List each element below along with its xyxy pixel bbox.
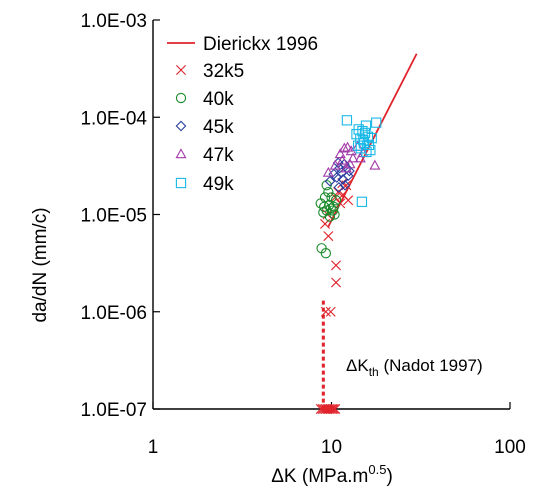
x-axis: 1 10 100 — [148, 402, 526, 458]
data-point — [361, 146, 372, 158]
data-point — [338, 142, 350, 153]
data-point — [325, 306, 336, 317]
legend: Dierickx 1996 32k5 40k 45k 47k 49k — [167, 34, 318, 195]
data-point — [347, 152, 359, 163]
data-point — [322, 166, 334, 177]
x-tick-label: 100 — [494, 437, 526, 458]
data-point — [343, 195, 354, 206]
data-point — [342, 141, 354, 152]
data-point — [365, 144, 376, 156]
y-axis-label: da/dN (mm/c) — [30, 207, 51, 322]
legend-item: 40k — [175, 89, 234, 110]
series-49k — [341, 115, 382, 207]
data-point — [321, 180, 332, 191]
y-axis: 1.0E-07 1.0E-06 1.0E-05 1.0E-04 1.0E-03 — [80, 11, 160, 421]
x-axis-label: ΔK (MPa.m0.5) — [271, 462, 393, 487]
data-point — [330, 404, 341, 414]
y-tick-label: 1.0E-04 — [80, 108, 147, 129]
data-point — [331, 260, 342, 271]
legend-label: 32k5 — [203, 61, 244, 82]
data-point — [356, 196, 368, 207]
x-axis-label-sup: 0.5 — [368, 462, 386, 477]
data-point — [327, 404, 338, 414]
legend-item: 32k5 — [176, 61, 244, 82]
data-point — [329, 209, 340, 220]
legend-swatch — [175, 148, 187, 159]
data-point — [341, 115, 353, 126]
threshold-label: ΔKth (Nadot 1997) — [346, 356, 483, 379]
data-point — [335, 198, 346, 209]
legend-swatch — [175, 177, 187, 189]
data-point — [324, 175, 336, 187]
data-point — [328, 404, 339, 414]
y-tick-label: 1.0E-06 — [80, 303, 147, 324]
threshold-annotation: ΔKth (Nadot 1997) — [321, 300, 483, 409]
series-45k — [324, 157, 355, 193]
legend-item: Dierickx 1996 — [167, 34, 318, 55]
data-point — [336, 154, 348, 165]
data-point — [340, 162, 352, 173]
data-point — [328, 201, 339, 212]
data-point — [320, 248, 332, 259]
data-point — [319, 192, 331, 203]
data-point — [333, 182, 345, 193]
legend-swatch — [175, 120, 187, 132]
x-axis-label-close: ) — [386, 466, 392, 487]
data-point — [331, 277, 342, 288]
x-tick-label: 10 — [321, 437, 342, 458]
data-point — [351, 129, 362, 140]
y-tick-label: 1.0E-03 — [80, 11, 147, 32]
data-point — [344, 165, 355, 177]
legend-item: 49k — [175, 174, 234, 195]
data-point — [359, 127, 371, 139]
data-point — [324, 211, 336, 222]
legend-label: 40k — [203, 89, 234, 110]
data-point — [342, 170, 354, 182]
x-tick-label: 1 — [148, 437, 159, 458]
data-point — [318, 207, 329, 218]
x-axis-label-main: ΔK (MPa.m — [271, 466, 368, 487]
data-point — [334, 148, 346, 159]
data-point — [330, 195, 342, 206]
data-point — [344, 158, 356, 169]
series-40k — [315, 180, 342, 259]
data-point — [325, 404, 336, 414]
legend-label: 49k — [203, 174, 234, 195]
legend-item: 45k — [175, 117, 234, 138]
legend-swatch — [175, 92, 187, 104]
data-point — [358, 135, 369, 146]
legend-label: 45k — [203, 117, 234, 138]
legend-swatch — [176, 65, 186, 75]
data-point — [352, 140, 364, 151]
data-point — [371, 117, 382, 128]
y-tick-label: 1.0E-07 — [80, 400, 147, 421]
legend-item: 47k — [175, 145, 234, 166]
data-point — [366, 132, 377, 144]
y-tick-label: 1.0E-05 — [80, 206, 147, 227]
data-point — [338, 158, 350, 170]
data-point — [369, 159, 381, 170]
data-point — [360, 120, 372, 131]
legend-label: Dierickx 1996 — [203, 34, 318, 55]
legend-label: 47k — [203, 145, 234, 166]
data-point — [339, 179, 351, 191]
data-point — [354, 152, 366, 163]
series-47k — [322, 140, 381, 177]
data-point — [329, 159, 341, 170]
data-point — [323, 186, 334, 198]
data-point — [323, 231, 334, 242]
